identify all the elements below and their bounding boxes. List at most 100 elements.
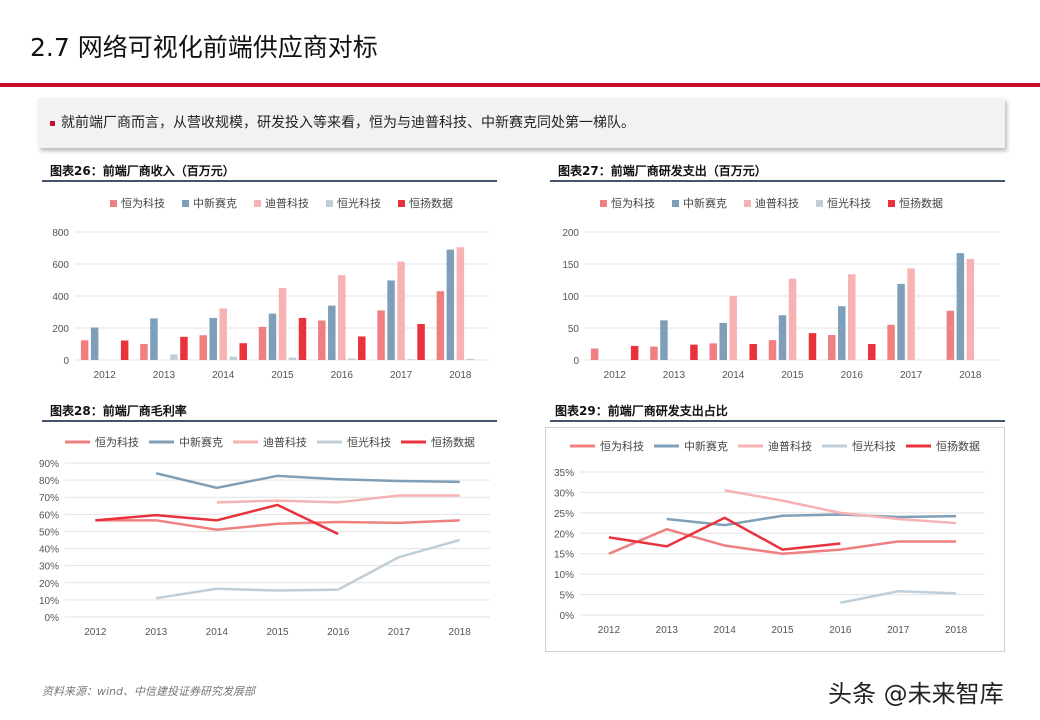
chart27-divider [550, 180, 1005, 182]
y-tick-label: 15% [554, 550, 574, 561]
legend-swatch [600, 200, 607, 207]
bar-恒光科技-2015 [288, 357, 297, 360]
legend-label: 恒为科技 [600, 439, 644, 453]
line-中新赛克 [666, 513, 957, 527]
line-恒为科技 [608, 527, 957, 555]
bar-恒扬数据-2013 [180, 336, 188, 360]
source-note: 资料来源：wind、中信建投证券研究发展部 [42, 685, 256, 698]
bar-恒为科技-2015 [258, 326, 267, 360]
legend-label: 中新赛克 [179, 435, 223, 449]
legend-swatch [888, 200, 895, 207]
x-tick-label: 2014 [206, 627, 229, 638]
bar-恒扬数据-2016 [358, 336, 366, 360]
bar-恒为科技-2016 [828, 335, 836, 360]
x-tick-label: 2015 [771, 625, 794, 636]
legend-swatch [326, 200, 333, 207]
chart27-title: 图表27：前端厂商研发支出（百万元） [558, 164, 767, 178]
bar-恒扬数据-2016 [868, 344, 876, 360]
y-tick-label: 0 [573, 356, 579, 367]
y-tick-label: 20% [39, 579, 59, 590]
legend-label: 中新赛克 [683, 196, 727, 210]
legend-label: 迪普科技 [265, 196, 309, 210]
bar-中新赛克-2013 [150, 318, 158, 360]
x-tick-label: 2016 [327, 627, 350, 638]
x-tick-label: 2017 [390, 370, 413, 381]
y-tick-label: 0% [45, 613, 60, 624]
x-tick-label: 2016 [829, 625, 852, 636]
x-tick-label: 2015 [271, 370, 294, 381]
x-tick-label: 2014 [714, 625, 737, 636]
bar-恒光科技-2014 [229, 356, 237, 360]
legend-swatch [816, 200, 823, 207]
bar-恒为科技-2016 [318, 320, 326, 360]
y-tick-label: 0 [63, 356, 69, 367]
legend-label: 迪普科技 [768, 439, 812, 453]
bar-中新赛克-2015 [268, 313, 277, 360]
summary-text: 就前端厂商而言，从营收规模，研发投入等来看，恒为与迪普科技、中新赛克同处第一梯队… [61, 115, 635, 131]
x-tick-label: 2018 [449, 627, 472, 638]
bar-迪普科技-2015 [788, 278, 797, 360]
y-tick-label: 200 [562, 228, 579, 239]
x-tick-label: 2016 [841, 370, 864, 381]
y-tick-label: 10% [554, 570, 574, 581]
bar-恒为科技-2013 [650, 346, 658, 360]
bar-恒扬数据-2015 [298, 317, 307, 360]
bar-恒扬数据-2015 [808, 333, 817, 360]
bar-中新赛克-2012 [90, 327, 99, 360]
bar-恒扬数据-2014 [239, 343, 247, 360]
x-tick-label: 2013 [663, 370, 686, 381]
legend-label: 恒扬数据 [899, 196, 943, 210]
bar-恒扬数据-2017 [417, 324, 425, 360]
line-恒扬数据 [95, 503, 339, 536]
bar-恒为科技-2014 [199, 335, 207, 360]
bar-迪普科技-2015 [278, 288, 287, 360]
y-tick-label: 30% [39, 562, 59, 573]
legend-label: 恒扬数据 [936, 439, 980, 453]
bar-恒为科技-2013 [140, 344, 148, 360]
legend-label: 恒扬数据 [409, 196, 453, 210]
bar-恒光科技-2016 [348, 358, 356, 360]
title-divider [0, 83, 1040, 87]
x-tick-label: 2017 [388, 627, 411, 638]
legend-swatch [110, 200, 117, 207]
x-tick-label: 2013 [145, 627, 168, 638]
legend-label: 恒光科技 [337, 196, 381, 210]
bar-迪普科技-2014 [729, 296, 737, 360]
y-tick-label: 60% [39, 510, 59, 521]
y-tick-label: 5% [560, 591, 575, 602]
bar-中新赛克-2017 [387, 280, 395, 360]
y-tick-label: 150 [562, 260, 579, 271]
bar-恒为科技-2012 [590, 348, 599, 360]
bar-中新赛克-2014 [209, 317, 217, 360]
bar-中新赛克-2018 [446, 249, 455, 360]
bar-恒光科技-2017 [407, 359, 415, 360]
x-tick-label: 2012 [84, 627, 107, 638]
chart29-divider [550, 420, 1005, 422]
legend-label: 恒扬数据 [431, 435, 475, 449]
x-tick-label: 2015 [266, 627, 289, 638]
line-中新赛克 [155, 472, 460, 490]
bar-恒为科技-2017 [887, 324, 895, 360]
x-tick-label: 2012 [598, 625, 621, 636]
y-tick-label: 400 [52, 292, 69, 303]
y-tick-label: 35% [554, 468, 574, 479]
bar-迪普科技-2018 [456, 247, 465, 360]
y-tick-label: 600 [52, 260, 69, 271]
bar-恒为科技-2017 [377, 310, 385, 360]
bar-迪普科技-2016 [848, 274, 856, 360]
chart28-title: 图表28：前端厂商毛利率 [50, 404, 187, 418]
bar-中新赛克-2013 [660, 320, 668, 360]
legend-swatch [182, 200, 189, 207]
line-恒光科技 [840, 590, 957, 604]
y-tick-label: 90% [39, 459, 59, 470]
bar-恒光科技-2018 [466, 358, 475, 360]
bar-恒为科技-2018 [436, 291, 445, 360]
line-迪普科技 [724, 489, 957, 525]
chart26-title: 图表26：前端厂商收入（百万元） [50, 164, 235, 178]
legend-label: 恒光科技 [827, 196, 871, 210]
bar-中新赛克-2016 [328, 305, 336, 360]
legend-label: 迪普科技 [755, 196, 799, 210]
x-tick-label: 2016 [331, 370, 354, 381]
x-tick-label: 2018 [959, 370, 982, 381]
y-tick-label: 10% [39, 596, 59, 607]
